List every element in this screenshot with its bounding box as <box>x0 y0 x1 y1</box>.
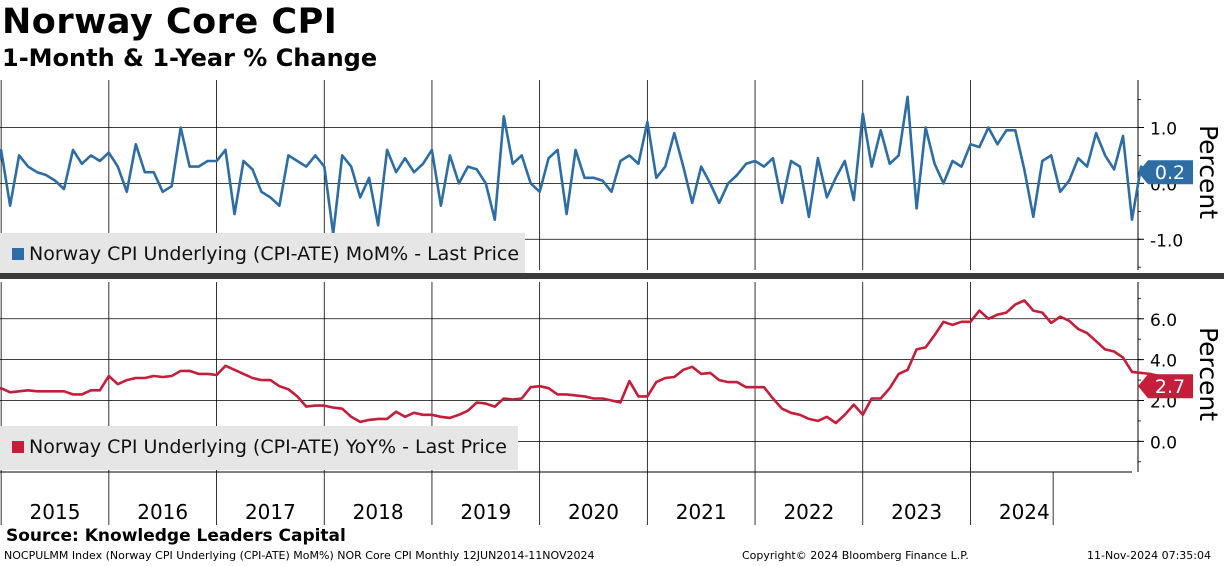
legend-box-mom <box>0 233 525 277</box>
panel-separator <box>0 273 1224 279</box>
legend-swatch-yoy <box>12 441 24 453</box>
x-tick-label-2018: 2018 <box>353 500 404 524</box>
legend-label-yoy: Norway CPI Underlying (CPI-ATE) YoY% - L… <box>29 436 507 458</box>
legend-swatch-mom <box>12 248 24 260</box>
ytick-label-mom-2: -1.0 <box>1150 231 1183 251</box>
last-value-badge-mom <box>1138 160 1193 185</box>
ytick-label-mom-0: 1.0 <box>1150 120 1177 140</box>
legend-box-yoy <box>0 426 518 470</box>
x-tick-label-2023: 2023 <box>891 500 942 524</box>
ylabel-yoy: Percent <box>1194 327 1223 421</box>
series-line-yoy <box>0 299 1169 425</box>
x-tick-label-2015: 2015 <box>30 500 81 524</box>
ticker-info: NOCPULMM Index (Norway CPI Underlying (C… <box>4 549 595 562</box>
timestamp: 11-Nov-2024 07:35:04 <box>1087 549 1212 562</box>
source-note: Source: Knowledge Leaders Capital <box>6 526 346 546</box>
ytick-label-yoy-3: 0.0 <box>1150 433 1177 453</box>
last-value-label-yoy: 2.7 <box>1155 376 1185 398</box>
series-line-mom <box>0 95 1151 235</box>
x-tick-label-2019: 2019 <box>460 500 511 524</box>
x-tick-label-2021: 2021 <box>676 500 727 524</box>
page-title: Norway Core CPI <box>2 2 338 42</box>
legend-label-mom: Norway CPI Underlying (CPI-ATE) MoM% - L… <box>29 243 519 265</box>
ytick-label-yoy-0: 6.0 <box>1150 311 1177 331</box>
x-tick-label-2017: 2017 <box>245 500 296 524</box>
last-value-label-mom: 0.2 <box>1155 162 1185 184</box>
x-tick-label-2020: 2020 <box>568 500 619 524</box>
x-tick-label-2016: 2016 <box>137 500 188 524</box>
ylabel-mom: Percent <box>1194 125 1223 219</box>
x-tick-label-2024: 2024 <box>999 500 1050 524</box>
ytick-label-yoy-1: 4.0 <box>1150 352 1177 372</box>
last-value-badge-yoy <box>1138 374 1193 399</box>
x-tick-label-2022: 2022 <box>783 500 834 524</box>
page-subtitle: 1-Month & 1-Year % Change <box>2 44 378 72</box>
copyright-note: Copyright© 2024 Bloomberg Finance L.P. <box>742 549 969 562</box>
